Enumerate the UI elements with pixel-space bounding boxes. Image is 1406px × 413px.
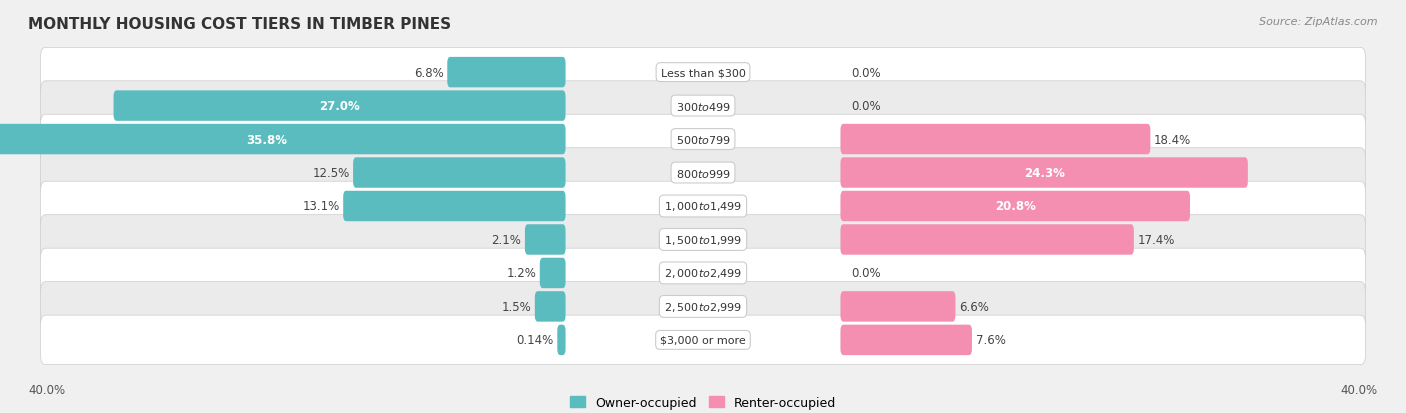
Text: 1.5%: 1.5%: [502, 300, 531, 313]
Text: 27.0%: 27.0%: [319, 100, 360, 113]
FancyBboxPatch shape: [41, 48, 1365, 97]
Text: $3,000 or more: $3,000 or more: [661, 335, 745, 345]
Text: Source: ZipAtlas.com: Source: ZipAtlas.com: [1260, 17, 1378, 26]
FancyBboxPatch shape: [524, 225, 565, 255]
Text: 20.8%: 20.8%: [995, 200, 1036, 213]
FancyBboxPatch shape: [343, 191, 565, 222]
FancyBboxPatch shape: [557, 325, 565, 355]
FancyBboxPatch shape: [41, 316, 1365, 365]
FancyBboxPatch shape: [841, 225, 1133, 255]
Text: $2,500 to $2,999: $2,500 to $2,999: [664, 300, 742, 313]
Text: 7.6%: 7.6%: [976, 334, 1005, 347]
FancyBboxPatch shape: [41, 282, 1365, 331]
FancyBboxPatch shape: [841, 158, 1249, 188]
Text: 0.0%: 0.0%: [852, 66, 882, 79]
FancyBboxPatch shape: [114, 91, 565, 121]
FancyBboxPatch shape: [841, 125, 1150, 155]
FancyBboxPatch shape: [841, 292, 956, 322]
Text: 0.0%: 0.0%: [852, 267, 882, 280]
FancyBboxPatch shape: [41, 215, 1365, 265]
Text: 12.5%: 12.5%: [312, 166, 350, 180]
Text: $500 to $799: $500 to $799: [675, 134, 731, 146]
FancyBboxPatch shape: [41, 82, 1365, 131]
Text: $800 to $999: $800 to $999: [675, 167, 731, 179]
Text: $1,500 to $1,999: $1,500 to $1,999: [664, 233, 742, 247]
Text: 6.8%: 6.8%: [413, 66, 444, 79]
Text: 40.0%: 40.0%: [28, 384, 65, 396]
Text: 0.0%: 0.0%: [852, 100, 882, 113]
Text: 18.4%: 18.4%: [1154, 133, 1191, 146]
FancyBboxPatch shape: [841, 325, 972, 355]
Text: 6.6%: 6.6%: [959, 300, 988, 313]
Text: $2,000 to $2,499: $2,000 to $2,499: [664, 267, 742, 280]
Text: 40.0%: 40.0%: [1341, 384, 1378, 396]
FancyBboxPatch shape: [41, 249, 1365, 298]
FancyBboxPatch shape: [0, 125, 565, 155]
FancyBboxPatch shape: [540, 258, 565, 288]
FancyBboxPatch shape: [447, 58, 565, 88]
FancyBboxPatch shape: [41, 182, 1365, 231]
FancyBboxPatch shape: [41, 115, 1365, 164]
FancyBboxPatch shape: [534, 292, 565, 322]
Text: MONTHLY HOUSING COST TIERS IN TIMBER PINES: MONTHLY HOUSING COST TIERS IN TIMBER PIN…: [28, 17, 451, 31]
FancyBboxPatch shape: [41, 148, 1365, 198]
Text: 0.14%: 0.14%: [516, 334, 554, 347]
Text: $1,000 to $1,499: $1,000 to $1,499: [664, 200, 742, 213]
FancyBboxPatch shape: [841, 191, 1189, 222]
Text: Less than $300: Less than $300: [661, 68, 745, 78]
Text: 24.3%: 24.3%: [1024, 166, 1064, 180]
Text: 35.8%: 35.8%: [246, 133, 287, 146]
Text: 1.2%: 1.2%: [506, 267, 536, 280]
Text: $300 to $499: $300 to $499: [675, 100, 731, 112]
Text: 17.4%: 17.4%: [1137, 233, 1175, 247]
Text: 13.1%: 13.1%: [302, 200, 339, 213]
FancyBboxPatch shape: [353, 158, 565, 188]
Text: 2.1%: 2.1%: [492, 233, 522, 247]
Legend: Owner-occupied, Renter-occupied: Owner-occupied, Renter-occupied: [565, 391, 841, 413]
